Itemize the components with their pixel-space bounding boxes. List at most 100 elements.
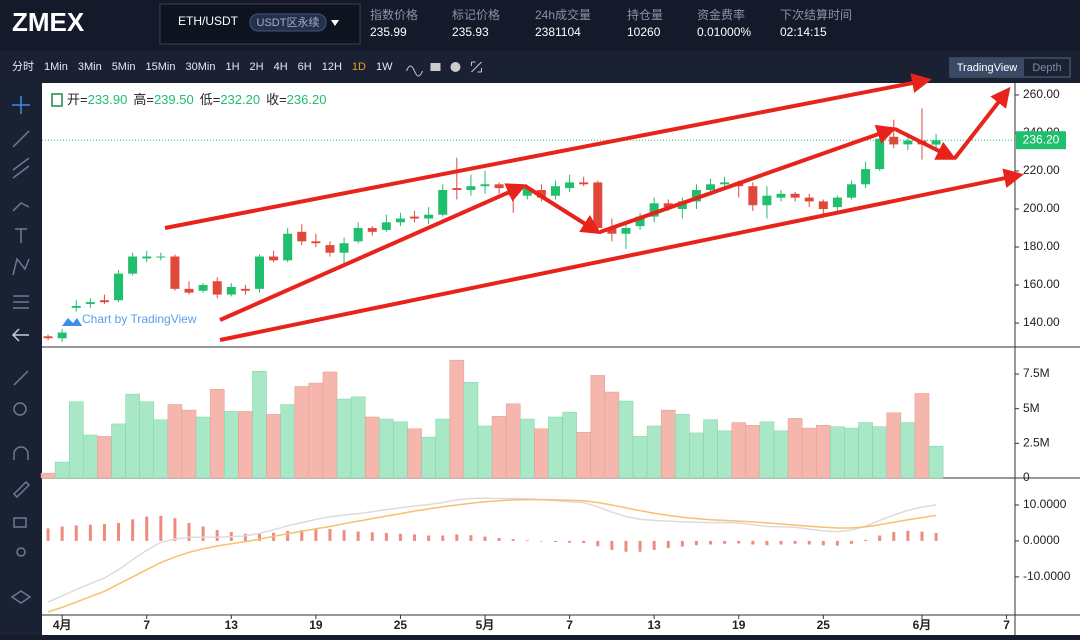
legend-label: 收=: [266, 92, 287, 107]
watermark-logo: [62, 318, 82, 326]
volume-bar: [660, 409, 676, 479]
volume-bar: [858, 422, 873, 479]
candle-body: [410, 216, 420, 219]
annotation-arrows: [164, 73, 1024, 342]
candle-body: [452, 188, 462, 191]
dropdown-icon[interactable]: [331, 20, 339, 26]
macd-histogram-bar: [74, 525, 78, 541]
volume-bar: [477, 425, 493, 479]
candle-body: [71, 305, 81, 308]
view-tab[interactable]: Depth: [1032, 62, 1061, 74]
settings-icon[interactable]: [450, 62, 461, 72]
volume-bar: [463, 382, 479, 479]
volume-bar: [421, 436, 436, 479]
candle-body: [522, 188, 532, 196]
arrow: [953, 86, 1011, 160]
x-tick-label: 25: [817, 618, 831, 632]
drawing-tools: [10, 96, 32, 604]
candle-body: [311, 241, 321, 244]
legend-label: 低=: [200, 92, 221, 107]
macd-histogram-bar: [821, 540, 825, 546]
macd-histogram-bar: [765, 540, 769, 546]
interval-button[interactable]: 1D: [352, 61, 366, 73]
interval-button[interactable]: 12H: [322, 61, 342, 73]
last-price-label: 236.20: [1023, 132, 1060, 146]
volume-bar: [773, 430, 789, 479]
view-tab[interactable]: TradingView: [957, 62, 1018, 74]
logo: ZMEX: [12, 7, 85, 37]
legend-value: 236.20: [287, 92, 327, 107]
volume-bar: [308, 382, 324, 479]
volume-bar: [900, 422, 916, 479]
x-tick-label: 13: [647, 618, 661, 632]
fullscreen-icon[interactable]: [470, 61, 482, 73]
interval-button[interactable]: 1Min: [44, 61, 68, 73]
volume-bar: [618, 400, 634, 479]
toolbar-bg: [0, 50, 1080, 83]
macd-histogram-bar: [596, 540, 600, 547]
candle-body: [762, 195, 772, 206]
interval-button[interactable]: 5Min: [112, 61, 136, 73]
volume-bar: [759, 421, 775, 479]
candle-body: [269, 256, 279, 261]
candle-body: [889, 136, 899, 145]
interval-button[interactable]: 6H: [298, 61, 312, 73]
y-tick-label: 180.00: [1023, 239, 1060, 253]
arrow: [219, 168, 1024, 342]
interval-button[interactable]: 4H: [274, 61, 288, 73]
legend-label: 开=: [67, 92, 88, 107]
symbol-box[interactable]: [159, 3, 361, 45]
legend-value: 232.20: [220, 92, 260, 107]
volume-bar: [816, 425, 831, 479]
interval-button[interactable]: 2H: [250, 61, 264, 73]
volume-bar: [914, 393, 930, 479]
candle-body: [226, 286, 236, 295]
interval-button[interactable]: 1W: [376, 61, 393, 73]
arrow: [599, 124, 897, 234]
interval-button[interactable]: 15Min: [146, 61, 176, 73]
macd-histogram-bar: [539, 540, 543, 542]
y-tick-label: 2.5M: [1023, 436, 1050, 450]
macd-histogram-bar: [215, 530, 219, 541]
volume-bar: [435, 418, 451, 479]
candle-body: [790, 193, 800, 198]
last-price-box: [1016, 131, 1066, 150]
legend-value: 233.90: [88, 92, 128, 107]
volume-bar: [576, 432, 591, 479]
candle-body: [579, 182, 589, 185]
candle-body: [748, 186, 758, 206]
macd-histogram-bar: [342, 530, 346, 541]
volume-bar: [97, 436, 112, 479]
macd-histogram-bar: [131, 519, 135, 541]
interval-button[interactable]: 30Min: [186, 61, 216, 73]
y-tick-label: 5M: [1023, 401, 1040, 415]
volume-bar: [153, 419, 169, 479]
volume-bar: [449, 359, 465, 479]
interval-button[interactable]: 1H: [225, 61, 239, 73]
y-tick-label: 200.00: [1023, 201, 1060, 215]
candle-body: [903, 140, 913, 145]
candle-body: [607, 228, 617, 234]
volume-bar: [336, 398, 352, 479]
interval-button[interactable]: 3Min: [78, 61, 102, 73]
volume-bar: [872, 426, 887, 479]
candle-body: [438, 190, 448, 215]
macd-histogram-bar: [553, 540, 557, 543]
stat-value: 0.01000%: [697, 25, 751, 39]
view-tab-bg[interactable]: [950, 58, 1024, 77]
candle-body: [156, 256, 166, 258]
interval-button[interactable]: 分时: [12, 60, 34, 73]
chart-bg: [42, 83, 1080, 635]
macd-histogram-bar: [920, 531, 924, 541]
macd-histogram-bar: [300, 530, 304, 541]
macd-histogram-bar: [793, 540, 797, 544]
stat-label: 24h成交量: [535, 7, 591, 22]
macd-histogram-bar: [102, 524, 106, 541]
macd-histogram-bar: [243, 533, 247, 541]
candle-body: [424, 214, 434, 219]
macd-histogram-bar: [427, 535, 431, 541]
candle-body: [832, 197, 842, 208]
macd-histogram-bar: [413, 534, 417, 541]
screenshot-icon[interactable]: [430, 63, 441, 71]
